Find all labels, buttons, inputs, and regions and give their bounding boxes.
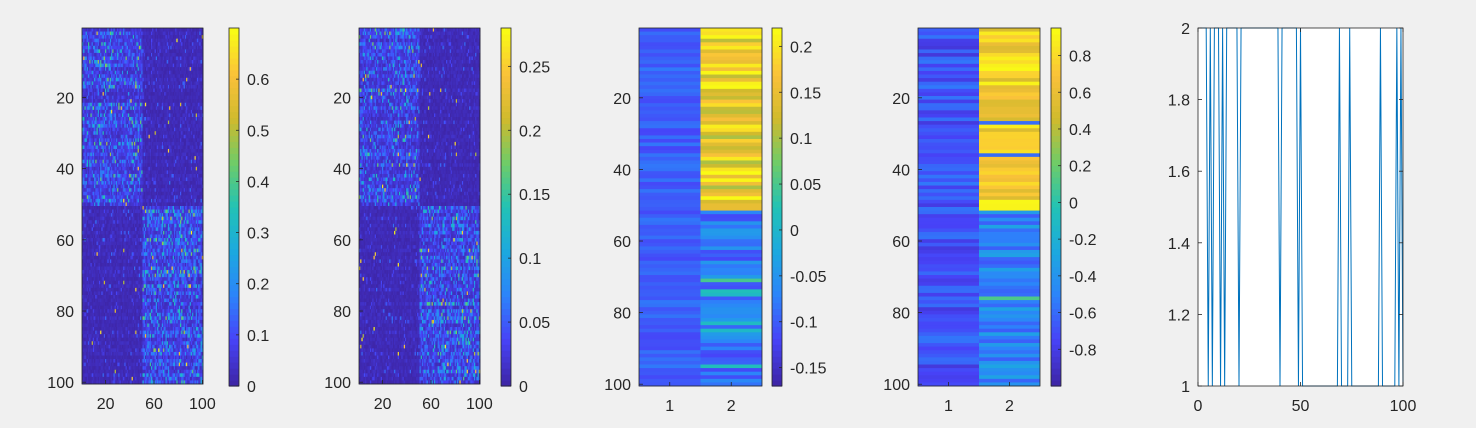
heatmap-cells bbox=[82, 28, 203, 384]
